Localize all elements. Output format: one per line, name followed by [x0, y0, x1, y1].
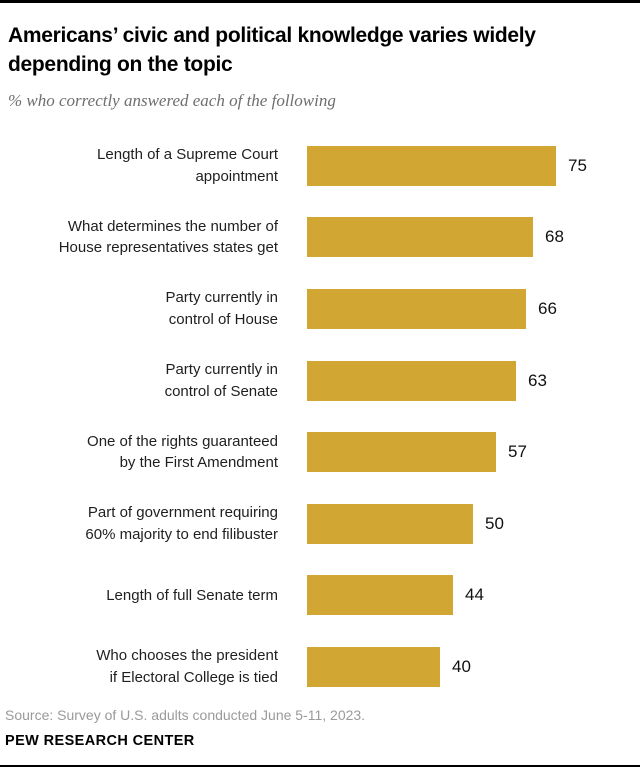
bar-chart: Length of a Supreme Court appointment 75…: [0, 130, 640, 703]
category-label: Party currently in control of House: [0, 287, 278, 330]
title-line-2: depending on the topic: [8, 53, 233, 76]
top-rule: [0, 0, 640, 3]
bar-row: Length of full Senate term 44: [0, 560, 640, 632]
bar-row: What determines the number of House repr…: [0, 202, 640, 274]
bar-value: 40: [452, 656, 471, 676]
bar-track: 57: [307, 432, 527, 473]
bar: [307, 288, 526, 329]
category-label: Part of government requiring 60% majorit…: [0, 502, 278, 545]
bar-row: Length of a Supreme Court appointment 75: [0, 130, 640, 202]
bar: [307, 646, 440, 687]
bottom-rule: [0, 765, 640, 767]
bar: [307, 217, 533, 258]
bar-track: 50: [307, 503, 504, 544]
bar-row: Party currently in control of Senate 63: [0, 345, 640, 417]
bar: [307, 503, 473, 544]
category-label: Length of a Supreme Court appointment: [0, 144, 278, 187]
category-label-line: One of the rights guaranteed: [87, 432, 278, 450]
category-label: Who chooses the president if Electoral C…: [0, 645, 278, 688]
category-label-line: Length of full Senate term: [106, 586, 278, 604]
category-label: Party currently in control of Senate: [0, 359, 278, 402]
bar: [307, 145, 556, 186]
category-label-line: Party currently in: [165, 289, 278, 307]
bar-track: 40: [307, 646, 471, 687]
category-label-line: if Electoral College is tied: [109, 668, 278, 686]
bar-row: Part of government requiring 60% majorit…: [0, 488, 640, 560]
category-label: One of the rights guaranteed by the Firs…: [0, 431, 278, 474]
category-label-line: appointment: [195, 167, 278, 185]
bar-row: Who chooses the president if Electoral C…: [0, 631, 640, 703]
bar-track: 68: [307, 217, 564, 258]
bar-row: One of the rights guaranteed by the Firs…: [0, 416, 640, 488]
category-label-line: What determines the number of: [67, 217, 278, 235]
category-label-line: by the First Amendment: [119, 454, 278, 472]
bar: [307, 360, 516, 401]
bar-value: 68: [545, 227, 564, 247]
bar-value: 57: [508, 442, 527, 462]
category-label-line: House representatives states get: [58, 239, 278, 257]
bar-row: Party currently in control of House 66: [0, 273, 640, 345]
brand-name: PEW RESEARCH CENTER: [5, 732, 195, 749]
category-label-line: Part of government requiring: [87, 504, 278, 522]
bar-value: 63: [528, 370, 547, 390]
bar-value: 66: [538, 298, 557, 318]
bar-track: 66: [307, 288, 557, 329]
bar-track: 44: [307, 575, 484, 616]
source-note: Source: Survey of U.S. adults conducted …: [5, 706, 366, 723]
category-label-line: control of Senate: [164, 382, 278, 400]
category-label-line: control of House: [168, 310, 278, 328]
page-title: Americans’ civic and political knowledge…: [8, 21, 632, 79]
bar-value: 50: [485, 513, 504, 533]
chart-subtitle: % who correctly answered each of the fol…: [8, 91, 336, 110]
category-label-line: Length of a Supreme Court: [97, 146, 278, 164]
bar-track: 63: [307, 360, 547, 401]
bar-track: 75: [307, 145, 587, 186]
bar: [307, 432, 496, 473]
category-label-line: Party currently in: [165, 361, 278, 379]
bar-value: 44: [465, 585, 484, 605]
category-label: Length of full Senate term: [0, 585, 278, 607]
category-label: What determines the number of House repr…: [0, 216, 278, 259]
category-label-line: Who chooses the president: [96, 647, 278, 665]
category-label-line: 60% majority to end filibuster: [85, 525, 278, 543]
bar: [307, 575, 453, 616]
bar-value: 75: [568, 155, 587, 175]
title-line-1: Americans’ civic and political knowledge…: [8, 24, 536, 47]
